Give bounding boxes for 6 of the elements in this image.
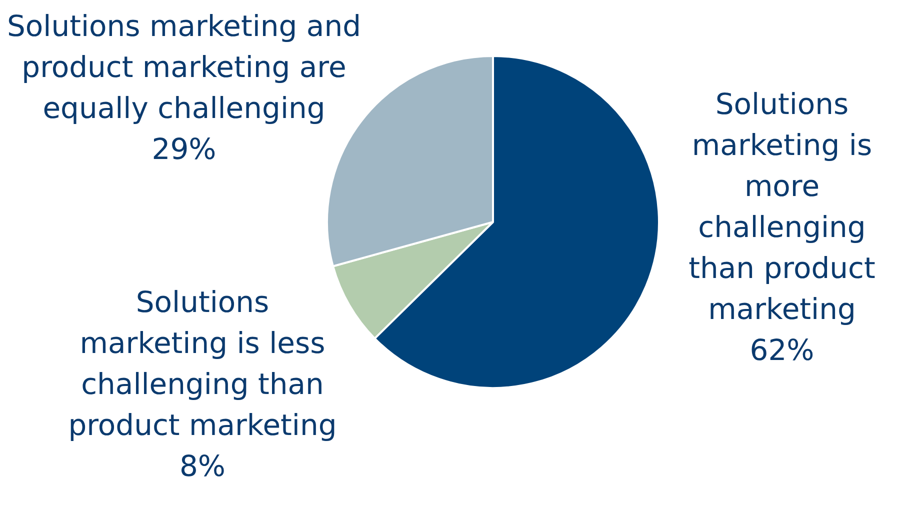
slice-label: Solutions marketing is less challenging than product marketing [67, 284, 338, 444]
slice-label: Solutions marketing is more challenging than product marketing [688, 86, 876, 328]
data-label: 62% [748, 332, 816, 369]
data-label: 8% [178, 448, 226, 485]
data-label: 29% [150, 131, 218, 168]
slice-label: Solutions marketing and product marketing are equally challenging [6, 8, 362, 127]
